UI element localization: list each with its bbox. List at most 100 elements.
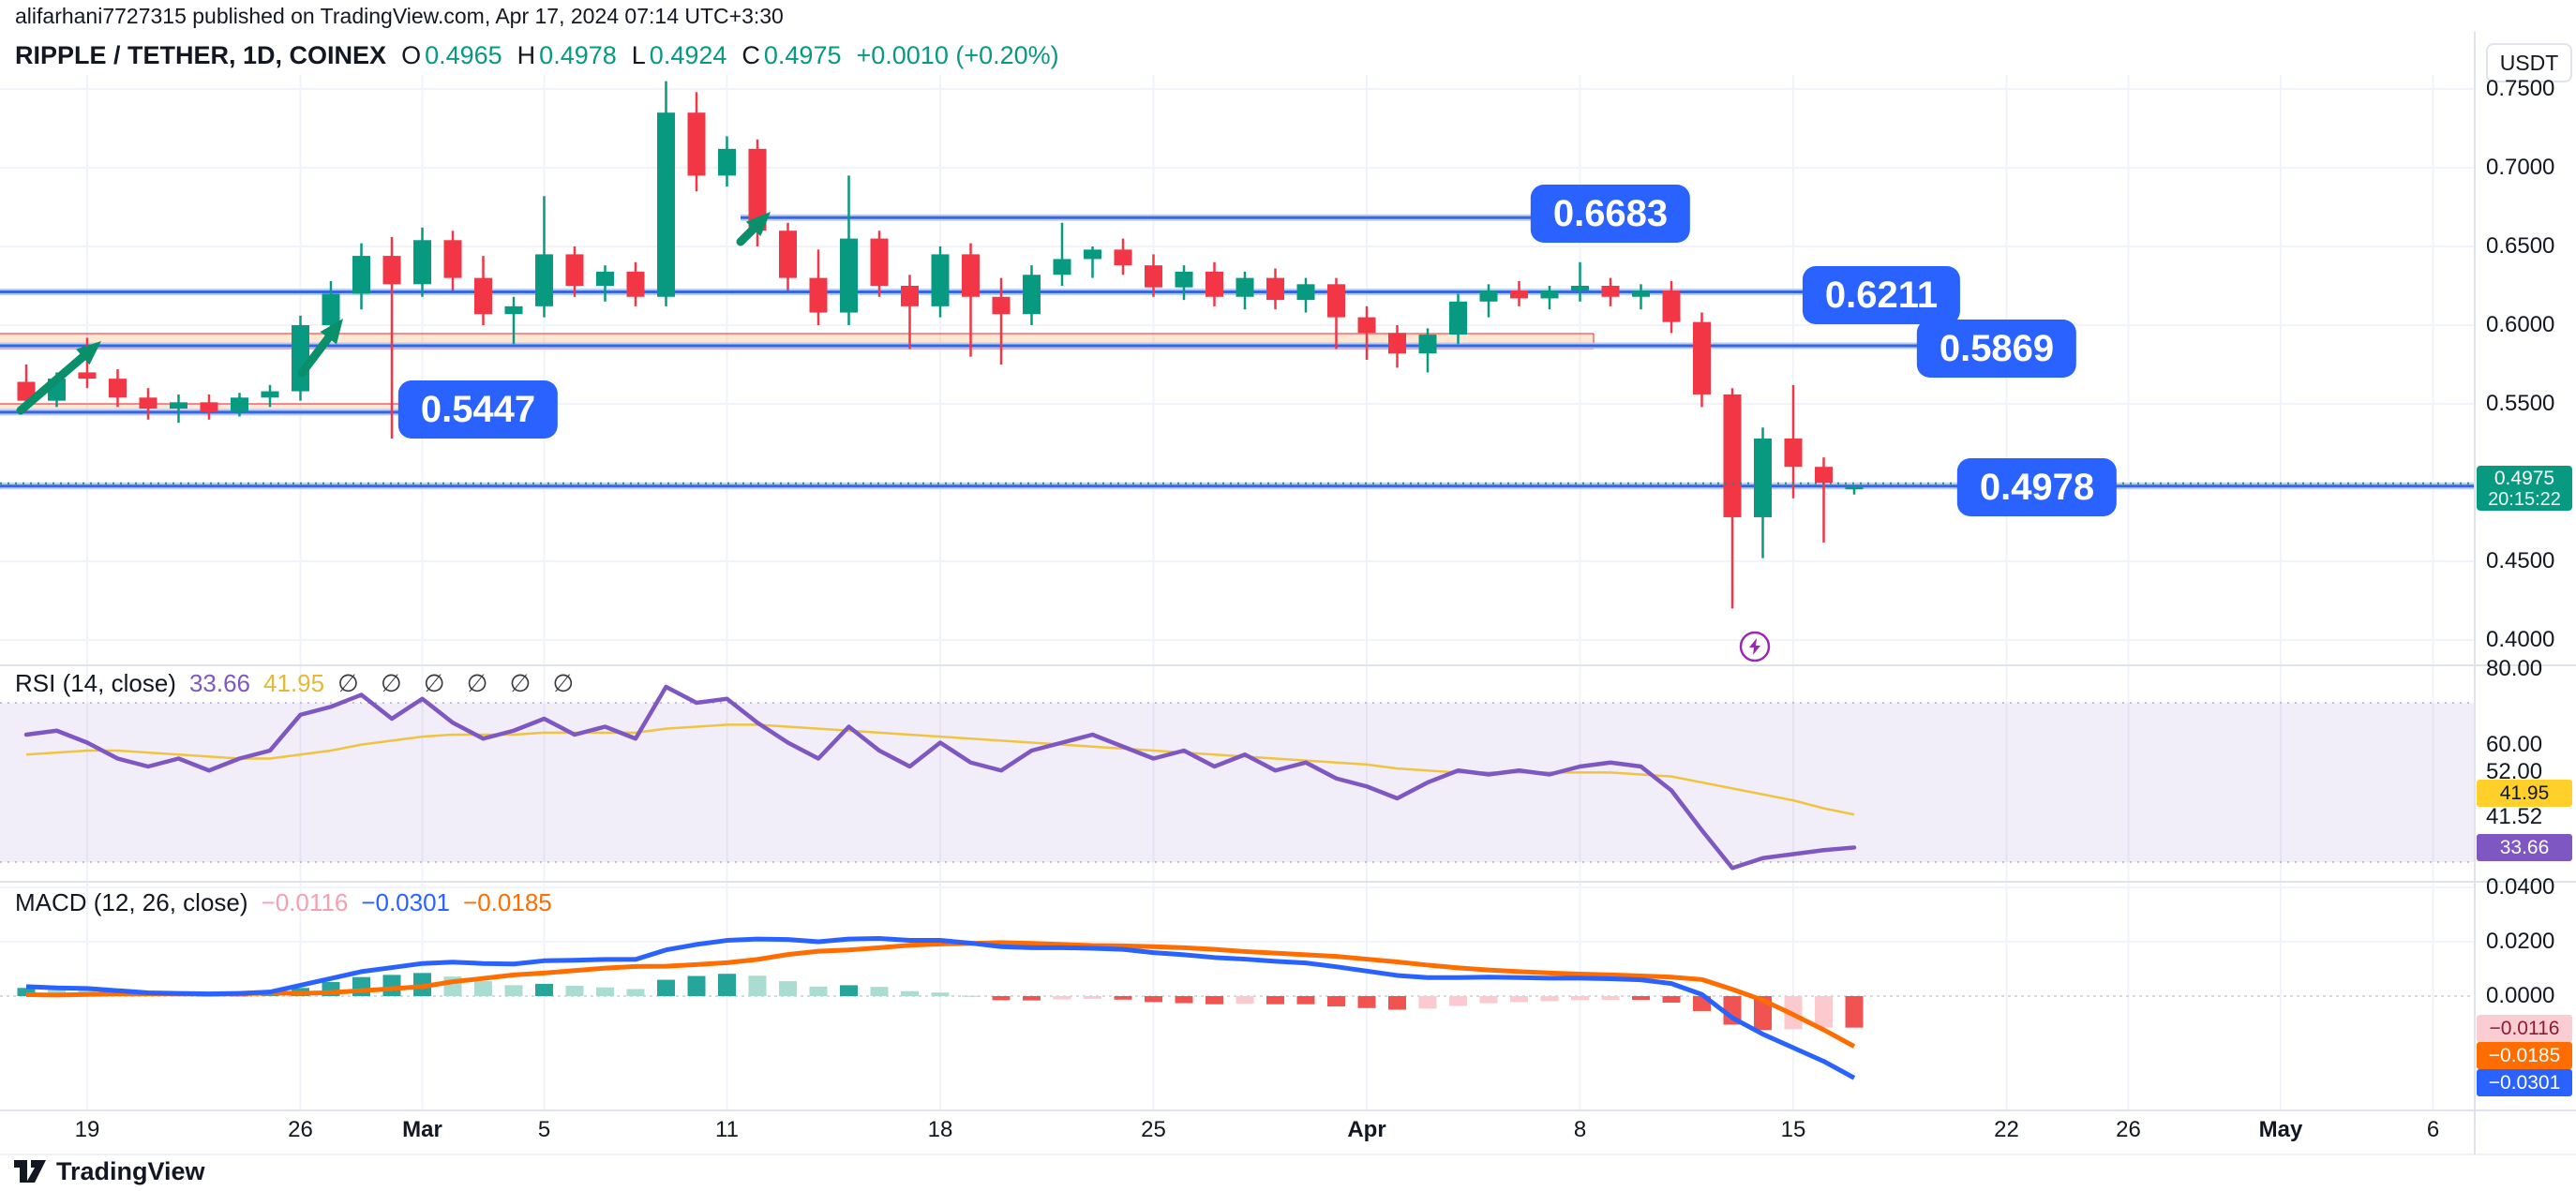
macd-hist-bar xyxy=(1084,996,1101,999)
macd-hist-bar xyxy=(1206,996,1223,1005)
rsi-ma-value: 41.95 xyxy=(263,669,325,697)
candle-body xyxy=(1754,438,1772,517)
macd-hist-bar xyxy=(1053,996,1071,1000)
candle-body xyxy=(1206,271,1223,297)
candle-body xyxy=(1175,271,1193,288)
candle-body xyxy=(748,148,767,231)
macd-hist-bar xyxy=(1236,996,1254,1005)
candle-body xyxy=(1693,321,1711,395)
candle-body xyxy=(992,296,1011,315)
macd-hist-bar xyxy=(504,985,523,996)
macd-hist-bar xyxy=(1266,996,1284,1005)
macd-hist-bar xyxy=(1632,996,1650,1001)
candle-body xyxy=(535,254,553,306)
macd-hist-bar xyxy=(1449,996,1467,1006)
macd-signal-line xyxy=(25,940,1856,1049)
candle-body xyxy=(809,277,828,313)
candle-body xyxy=(626,271,645,297)
symbol-title[interactable]: RIPPLE / TETHER, 1D, COINEX xyxy=(15,41,387,69)
ohlc-close: C 0.4975 xyxy=(741,41,842,69)
rsi-title: RSI (14, close) xyxy=(15,669,176,697)
macd-hist-bar xyxy=(809,986,828,996)
candle-body xyxy=(1418,335,1437,354)
candle-body xyxy=(1145,265,1162,288)
candle-body xyxy=(1632,290,1650,297)
macd-hist-bar xyxy=(657,979,675,996)
macd-hist-bar xyxy=(596,987,614,996)
macd-hist-bar xyxy=(1327,996,1345,1007)
macd-hist-bar xyxy=(1510,996,1528,1003)
macd-line xyxy=(25,936,1856,1080)
candle-body xyxy=(1571,286,1589,291)
candle-body xyxy=(870,238,889,286)
footer-brand[interactable]: TradingView xyxy=(56,1156,205,1185)
candle-body xyxy=(413,240,431,285)
macd-hist-bar xyxy=(1662,996,1681,1003)
macd-hist-bar xyxy=(474,981,492,996)
candle-body xyxy=(170,402,187,409)
macd-hist-bar xyxy=(48,989,66,996)
candle-body xyxy=(474,277,492,315)
candle-body xyxy=(1388,333,1406,354)
candle-body xyxy=(382,256,401,285)
trend-arrow xyxy=(297,334,333,378)
symbol-bar: RIPPLE / TETHER, 1D, COINEX O 0.4965 H 0.4… xyxy=(15,41,1059,70)
rsi-legend[interactable]: RSI (14, close) 33.66 41.95 ∅ ∅ ∅ ∅ ∅ ∅ xyxy=(15,669,581,698)
macd-hist-bar xyxy=(870,987,889,996)
candle-body xyxy=(1327,284,1345,318)
macd-hist-bar xyxy=(1388,996,1406,1010)
candle-body xyxy=(657,112,675,297)
footer: TradingView xyxy=(13,1156,205,1186)
rsi-line xyxy=(23,684,1857,871)
publish-header: alifarhani7727315 published on TradingVi… xyxy=(15,4,784,28)
macd-hist-bar xyxy=(1845,996,1864,1028)
ohlc-low: L 0.4924 xyxy=(631,41,727,69)
candle-body xyxy=(231,397,248,412)
candle-body xyxy=(352,256,370,294)
candle-body xyxy=(78,372,97,380)
candle-body xyxy=(931,254,950,306)
rsi-value: 33.66 xyxy=(188,669,251,697)
macd-hist-bar xyxy=(1296,996,1315,1005)
candle-body xyxy=(1662,290,1681,322)
candle-body xyxy=(1723,394,1742,517)
rsi-band xyxy=(0,703,2475,862)
tradingview-logo-icon[interactable] xyxy=(13,1156,47,1186)
macd-hist-bar xyxy=(1601,996,1620,1001)
macd-hist-bar xyxy=(1723,996,1742,1025)
macd-hist-bar xyxy=(261,994,279,996)
candle-body xyxy=(840,238,858,313)
candle-body xyxy=(1114,249,1132,266)
candle-body xyxy=(17,381,36,401)
macd-hist-bar xyxy=(1145,996,1162,1003)
candle-body xyxy=(1357,317,1376,334)
candle-body xyxy=(1236,277,1254,297)
candle-body xyxy=(565,254,584,286)
trend-arrow xyxy=(16,352,87,415)
candle-body xyxy=(779,231,797,278)
macd-hist-bar xyxy=(1357,996,1376,1008)
macd-hist-value: −0.0116 xyxy=(261,888,349,916)
macd-hist-bar xyxy=(992,996,1011,1001)
candle-body xyxy=(1023,275,1041,315)
candle-body xyxy=(109,379,127,398)
candle-body xyxy=(718,148,736,176)
candle-body xyxy=(1540,290,1559,299)
candle-body xyxy=(292,325,309,392)
macd-hist-bar xyxy=(382,975,401,996)
macd-hist-bar xyxy=(962,995,980,997)
macd-hist-bar xyxy=(901,990,919,996)
currency-toggle-button[interactable]: USDT xyxy=(2486,43,2572,82)
macd-hist-bar xyxy=(1114,996,1132,1000)
candle-body xyxy=(261,391,279,398)
macd-hist-bar xyxy=(1479,996,1498,1004)
macd-hist-bar xyxy=(1175,996,1193,1004)
macd-hist-bar xyxy=(17,988,36,996)
macd-signal-value: −0.0185 xyxy=(463,888,552,916)
candle-body xyxy=(687,112,706,176)
macd-legend[interactable]: MACD (12, 26, close) −0.0116 −0.0301 −0.… xyxy=(15,888,552,917)
macd-hist-bar xyxy=(840,985,858,996)
macd-hist-bar xyxy=(931,992,950,996)
candle-body xyxy=(596,271,614,286)
